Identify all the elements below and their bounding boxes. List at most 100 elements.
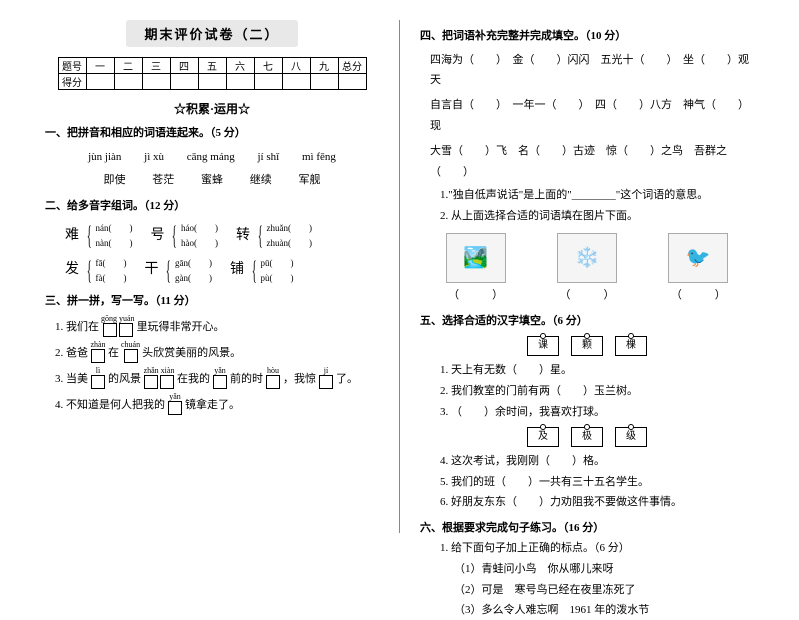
- img-caption[interactable]: （ ）: [557, 287, 617, 305]
- poly-char: 发: [65, 259, 79, 281]
- exam-page: 期末评价试卷（二） 题号 一 二 三 四 五 六 七 八 九 总分 得分: [0, 0, 799, 553]
- placeholder-image-icon: ❄️: [557, 233, 617, 283]
- choice: 棵: [615, 336, 647, 356]
- text: ，我惊: [283, 371, 316, 389]
- answer-boxes[interactable]: yǎn: [167, 393, 183, 415]
- s6-line[interactable]: （3）多么令人难忘啊 1961 年的泼水节: [454, 602, 754, 620]
- s4-line[interactable]: 大雪（ ）飞 名（ ）古迹 惊（ ）之鸟 吾群之（ ）: [430, 141, 754, 183]
- img-caption[interactable]: （ ）: [446, 287, 506, 305]
- pinyin: jí shǐ: [258, 151, 280, 163]
- score-cell[interactable]: [282, 74, 310, 90]
- s4-line[interactable]: 自言自（ ） 一年一（ ） 四（ ）八方 神气（ ）现: [430, 95, 754, 137]
- brace-icon: {: [172, 229, 177, 242]
- answer-boxes[interactable]: yǎn: [212, 367, 228, 389]
- title-wrap: 期末评价试卷（二）: [45, 20, 379, 47]
- score-cell[interactable]: [198, 74, 226, 90]
- s6-line[interactable]: （2）可是 寒号鸟已经在夜里冻死了: [454, 582, 754, 600]
- reading[interactable]: nán( ): [95, 221, 132, 235]
- poly-char: 转: [236, 225, 250, 247]
- s1-heading: 一、把拼音和相应的词语连起来。（5 分）: [45, 125, 379, 143]
- score-cell[interactable]: [170, 74, 198, 90]
- score-cell[interactable]: [142, 74, 170, 90]
- s3-q2: 2. 爸爸 zhàn 在 chuán 头欣赏美丽的风景。: [55, 341, 379, 363]
- th: 总分: [338, 58, 366, 74]
- pinyin-hint: gōng yuán: [101, 315, 135, 323]
- s5-q[interactable]: 4. 这次考试，我刚刚（ ）格。: [440, 453, 754, 471]
- answer-boxes[interactable]: zhǎn xiàn: [143, 367, 175, 389]
- section-4: 四、把词语补充完整并完成填空。（10 分） 四海为（ ） 金（ ）闪闪 五光十（…: [420, 28, 754, 305]
- answer-boxes[interactable]: gōng yuán: [101, 315, 135, 337]
- word: 军舰: [299, 174, 321, 186]
- poly-readings: fā( )fà( ): [95, 256, 126, 285]
- section-6: 六、根据要求完成句子练习。（16 分） 1. 给下面句子加上正确的标点。（6 分…: [420, 520, 754, 620]
- choice-strip-1: 课 颗 棵: [420, 336, 754, 356]
- reading[interactable]: fà( ): [95, 271, 126, 285]
- reading[interactable]: hào( ): [181, 236, 218, 250]
- reading[interactable]: háo( ): [181, 221, 218, 235]
- reading[interactable]: nàn( ): [95, 236, 132, 250]
- reading[interactable]: zhuǎn( ): [266, 221, 311, 235]
- placeholder-image-icon: 🏞️: [446, 233, 506, 283]
- choice: 及: [527, 427, 559, 447]
- score-cell[interactable]: [226, 74, 254, 90]
- s5-q[interactable]: 2. 我们教室的门前有两（ ）玉兰树。: [440, 383, 754, 401]
- s5-q[interactable]: 3. （ ）余时间，我喜欢打球。: [440, 404, 754, 422]
- s2-heading: 二、给多音字组词。（12 分）: [45, 198, 379, 216]
- s5-q[interactable]: 6. 好朋友东东（ ）力劝阻我不要做这件事情。: [440, 494, 754, 512]
- s4-sub2: 2. 从上面选择合适的词语填在图片下面。: [440, 208, 754, 226]
- column-divider: [399, 20, 400, 533]
- section-subtitle: ☆积累·运用☆: [45, 100, 379, 117]
- row-label: 得分: [58, 74, 86, 90]
- s6-subheading: 1. 给下面句子加上正确的标点。（6 分）: [440, 540, 754, 558]
- text: 1. 我们在: [55, 319, 99, 337]
- answer-boxes[interactable]: hòu: [265, 367, 281, 389]
- s4-line[interactable]: 四海为（ ） 金（ ）闪闪 五光十（ ） 坐（ ）观天: [430, 50, 754, 92]
- poly-readings: zhuǎn( )zhuàn( ): [266, 221, 311, 250]
- word: 苍茫: [152, 174, 174, 186]
- score-header-row: 题号 一 二 三 四 五 六 七 八 九 总分: [58, 58, 366, 74]
- poly-row-1: 难{ nán( )nàn( ) 号{ háo( )hào( ) 转{ zhuǎn…: [65, 221, 379, 250]
- text: 头欣赏美丽的风景。: [142, 345, 241, 363]
- answer-boxes[interactable]: zhàn: [90, 341, 106, 363]
- word: 继续: [250, 174, 272, 186]
- s6-line[interactable]: （1）青蛙问小鸟 你从哪儿来呀: [454, 561, 754, 579]
- s4-sub1[interactable]: 1."独自低声说话"是上面的"________"这个词语的意思。: [440, 187, 754, 205]
- reading[interactable]: gān( ): [175, 256, 212, 270]
- pinyin-hint: jí: [324, 367, 328, 375]
- score-cell[interactable]: [254, 74, 282, 90]
- th: 二: [114, 58, 142, 74]
- s5-q[interactable]: 1. 天上有无数（ ）星。: [440, 362, 754, 380]
- score-cell[interactable]: [114, 74, 142, 90]
- score-cell[interactable]: [86, 74, 114, 90]
- s6-heading: 六、根据要求完成句子练习。（16 分）: [420, 520, 754, 538]
- s4-heading: 四、把词语补充完整并完成填空。（10 分）: [420, 28, 754, 46]
- pinyin-hint: zhǎn xiàn: [144, 367, 175, 375]
- choice: 级: [615, 427, 647, 447]
- answer-boxes[interactable]: lì: [90, 367, 106, 389]
- th: 题号: [58, 58, 86, 74]
- score-value-row: 得分: [58, 74, 366, 90]
- img-item: 🏞️ （ ）: [446, 233, 506, 305]
- th: 七: [254, 58, 282, 74]
- score-cell[interactable]: [338, 74, 366, 90]
- th: 四: [170, 58, 198, 74]
- img-item: ❄️ （ ）: [557, 233, 617, 305]
- s5-q[interactable]: 5. 我们的班（ ）一共有三十五名学生。: [440, 474, 754, 492]
- brace-icon: {: [166, 264, 171, 277]
- text: 在: [108, 345, 119, 363]
- pinyin-hint: chuán: [121, 341, 140, 349]
- th: 九: [310, 58, 338, 74]
- img-caption[interactable]: （ ）: [668, 287, 728, 305]
- reading[interactable]: pū( ): [260, 256, 293, 270]
- answer-boxes[interactable]: jí: [318, 367, 334, 389]
- reading[interactable]: pù( ): [260, 271, 293, 285]
- page-title: 期末评价试卷（二）: [126, 20, 297, 47]
- poly-row-2: 发{ fā( )fà( ) 干{ gān( )gàn( ) 铺{ pū( )pù…: [65, 256, 379, 285]
- pinyin-hint: zhàn: [90, 341, 105, 349]
- reading[interactable]: zhuàn( ): [266, 236, 311, 250]
- reading[interactable]: gàn( ): [175, 271, 212, 285]
- answer-boxes[interactable]: chuán: [121, 341, 140, 363]
- score-cell[interactable]: [310, 74, 338, 90]
- reading[interactable]: fā( ): [95, 256, 126, 270]
- text: 了。: [336, 371, 358, 389]
